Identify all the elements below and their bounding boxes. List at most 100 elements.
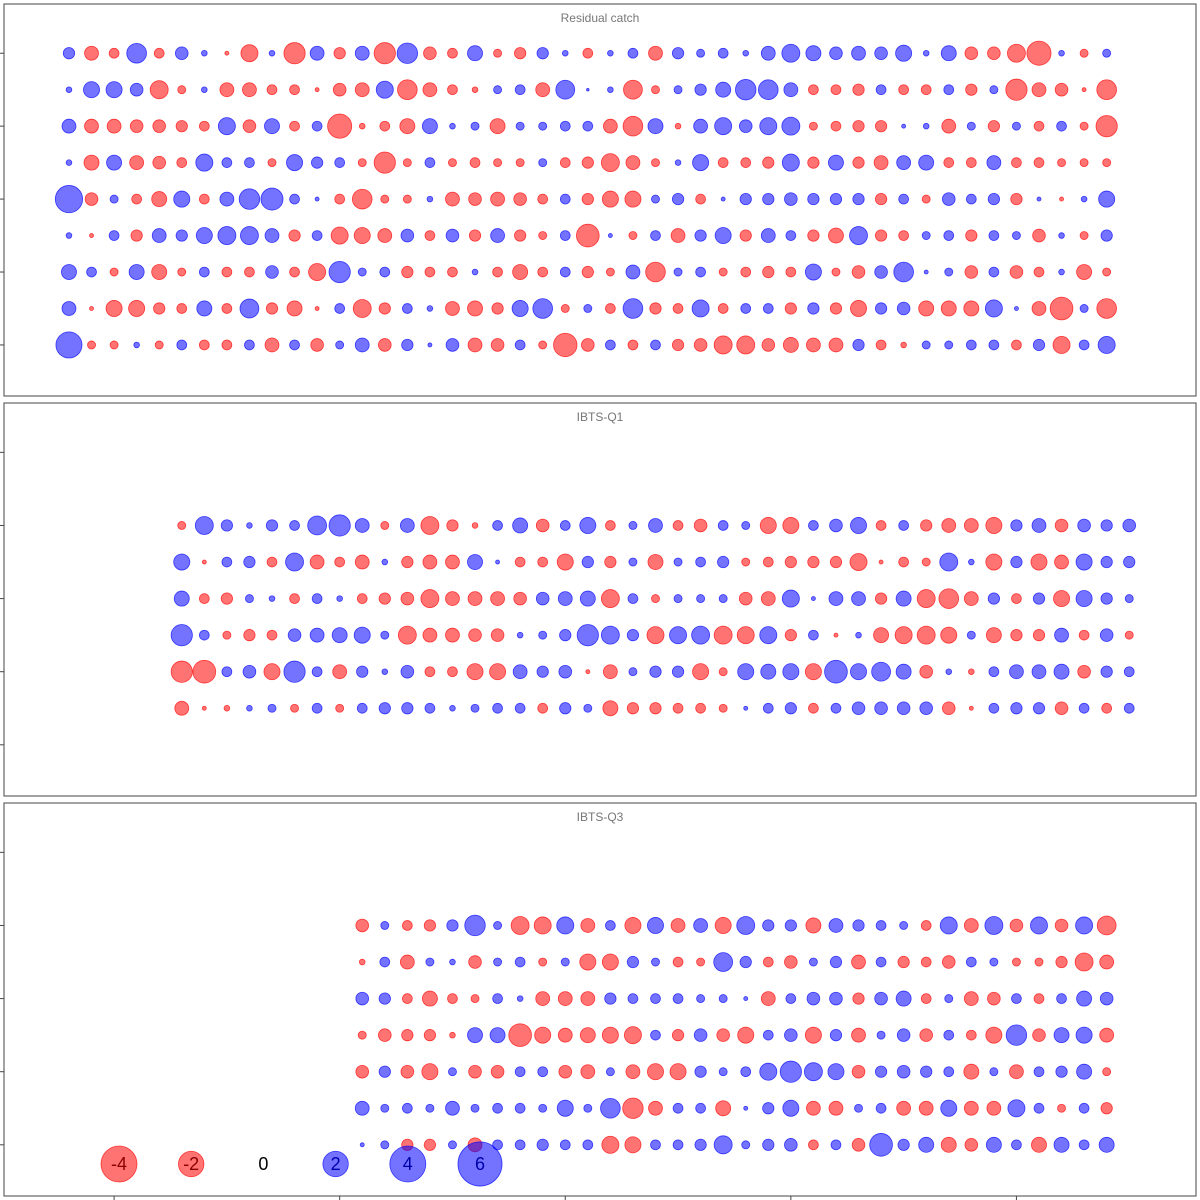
residual-bubble (941, 192, 956, 206)
residual-bubble (649, 302, 662, 315)
residual-bubble (289, 266, 300, 278)
residual-bubble (537, 1066, 549, 1078)
residual-bubble (649, 702, 662, 715)
residual-bubble (402, 993, 413, 1004)
residual-bubble (918, 300, 935, 317)
residual-bubble (600, 589, 620, 608)
residual-bubble (874, 592, 888, 605)
residual-bubble (354, 45, 370, 61)
residual-bubble (714, 917, 732, 934)
residual-bubble (781, 43, 801, 63)
residual-bubble (469, 157, 481, 168)
residual-bubble (289, 84, 300, 96)
residual-bubble (358, 958, 366, 966)
residual-bubble (785, 266, 797, 278)
residual-bubble (1055, 1065, 1068, 1078)
residual-bubble (1058, 268, 1065, 276)
residual-bubble (671, 192, 685, 206)
residual-bubble (151, 264, 168, 280)
residual-bubble (1075, 1026, 1093, 1044)
residual-bubble (966, 121, 976, 131)
residual-bubble (468, 955, 482, 969)
residual-bubble (173, 190, 191, 208)
residual-bubble (331, 627, 348, 644)
residual-bubble (695, 193, 706, 205)
residual-bubble (334, 193, 346, 205)
residual-bubble (511, 300, 529, 317)
size-legend: -4 -2 0 2 4 6 (100, 1141, 503, 1187)
residual-bubble (807, 192, 820, 206)
residual-bubble (715, 1100, 732, 1117)
residual-bubble (514, 702, 526, 714)
residual-bubble (354, 82, 370, 98)
residual-bubble (536, 47, 549, 60)
residual-bubble (1010, 629, 1023, 642)
residual-bubble (1054, 627, 1069, 643)
residual-bubble (607, 233, 613, 238)
residual-bubble (1053, 590, 1071, 608)
residual-bubble (423, 1138, 436, 1151)
residual-bubble (1122, 518, 1136, 533)
residual-bubble (557, 991, 573, 1006)
residual-bubble (900, 341, 907, 349)
residual-bubble (828, 337, 844, 353)
residual-bubble (940, 626, 958, 644)
residual-bubble (922, 49, 930, 57)
residual-bubble (625, 264, 641, 280)
residual-bubble (627, 339, 639, 351)
residual-bubble (283, 42, 306, 65)
residual-bubble (695, 702, 706, 714)
residual-bubble (808, 629, 819, 641)
residual-bubble (741, 557, 751, 567)
residual-bubble (694, 1065, 707, 1078)
residual-bubble (288, 229, 301, 242)
residual-bubble (785, 993, 797, 1004)
residual-bubble (513, 591, 527, 606)
residual-bubble (851, 591, 866, 606)
residual-bubble (740, 303, 752, 314)
residual-bubble (470, 994, 480, 1004)
residual-bubble (939, 916, 958, 935)
residual-bubble (170, 624, 193, 647)
residual-bubble (875, 956, 887, 968)
residual-bubble (808, 702, 819, 714)
residual-bubble (804, 1026, 822, 1044)
residual-bubble (966, 630, 976, 640)
residual-bubble (265, 519, 279, 532)
residual-bubble (289, 520, 300, 531)
residual-bubble (762, 556, 774, 568)
residual-bubble (758, 79, 779, 100)
residual-bubble (760, 991, 776, 1006)
residual-bubble (1078, 339, 1090, 351)
residual-bubble (579, 1027, 596, 1044)
residual-bubble (402, 303, 413, 314)
residual-bubble (673, 594, 683, 604)
residual-bubble (965, 339, 977, 351)
residual-bubble (357, 267, 367, 277)
residual-bubble (627, 993, 639, 1004)
residual-bubble (420, 589, 440, 608)
residual-bubble (471, 268, 479, 276)
residual-bubble (356, 593, 368, 604)
residual-bubble (108, 47, 120, 59)
residual-bubble (673, 267, 683, 277)
residual-bubble (827, 1063, 845, 1081)
residual-bubble (674, 122, 682, 130)
residual-bubble (651, 594, 660, 604)
residual-bubble (445, 627, 460, 643)
residual-bubble (267, 158, 277, 168)
residual-bubble (333, 47, 346, 60)
residual-bubble (106, 118, 122, 134)
residual-bubble (989, 957, 999, 967)
residual-bubble (378, 592, 391, 605)
residual-bubble (311, 666, 323, 678)
residual-bubble (425, 1103, 435, 1113)
residual-bubble (607, 86, 614, 93)
residual-bubble (357, 158, 367, 168)
residual-bubble (852, 156, 865, 169)
residual-bubble (1030, 916, 1048, 935)
residual-bubble (62, 47, 76, 60)
residual-bubble (581, 156, 594, 169)
residual-bubble (784, 919, 797, 932)
residual-bubble (740, 157, 752, 168)
